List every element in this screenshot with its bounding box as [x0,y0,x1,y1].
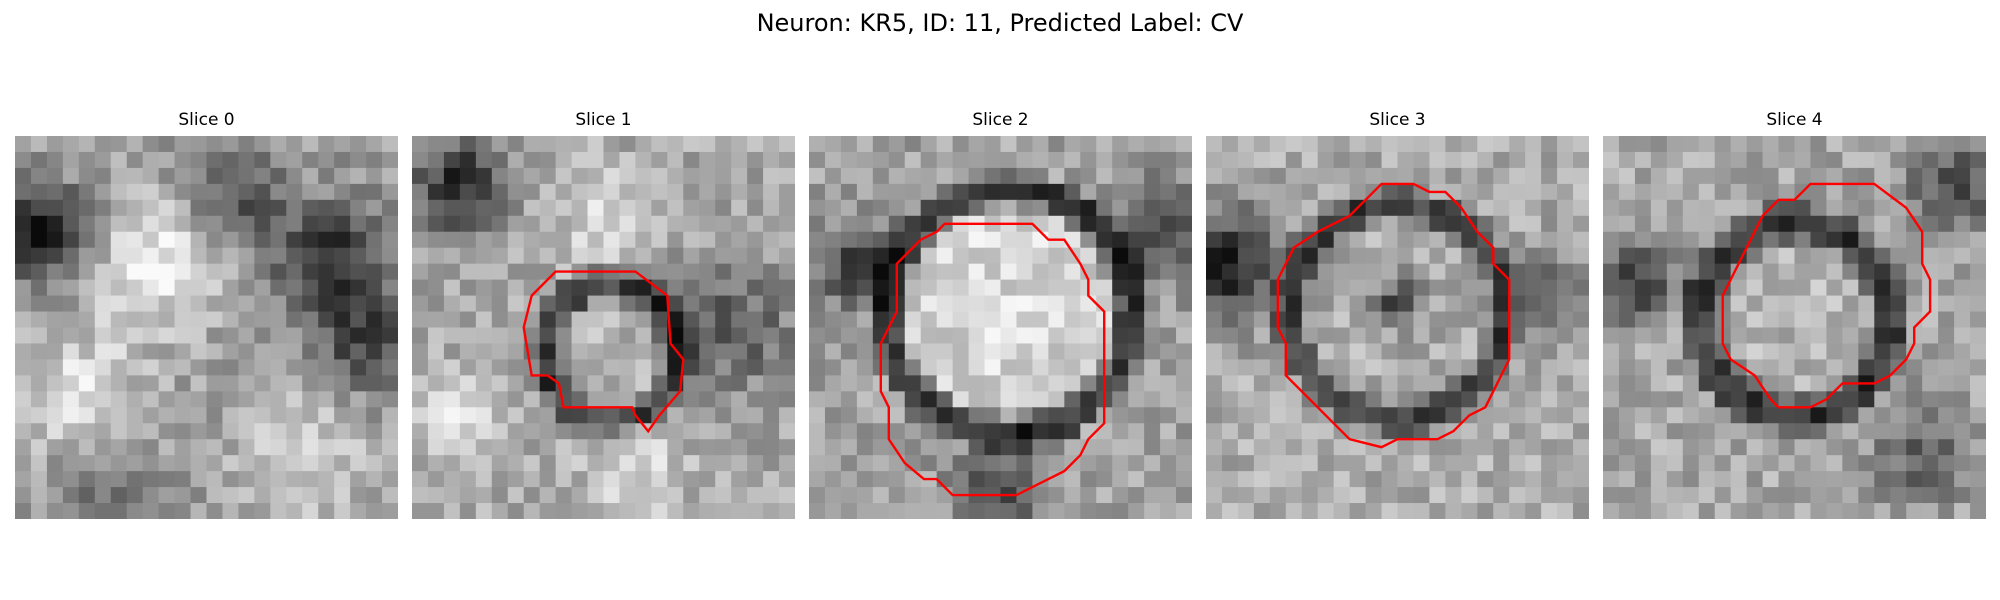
slice-pixels-0 [15,136,398,519]
slice-pixels-1 [412,136,795,519]
slice-image-1 [412,136,795,519]
slice-panel-2: Slice 2 [809,108,1192,519]
slice-title-3: Slice 3 [1369,110,1426,130]
slice-panel-0: Slice 0 [15,108,398,519]
segmentation-outline-4 [1721,182,1932,409]
slice-title-0: Slice 0 [178,110,235,130]
slice-pixels-4 [1603,136,1986,519]
slice-image-2 [809,136,1192,519]
slice-panel-1: Slice 1 [412,108,795,519]
slice-pixels-2 [809,136,1192,519]
slice-pixels-3 [1206,136,1589,519]
slice-image-0 [15,136,398,519]
slice-panel-3: Slice 3 [1206,108,1589,519]
slice-title-1: Slice 1 [575,110,632,130]
slice-title-2: Slice 2 [972,110,1029,130]
segmentation-outline-3 [1276,182,1511,449]
slice-panel-4: Slice 4 [1603,108,1986,519]
slice-title-4: Slice 4 [1766,110,1823,130]
slice-image-3 [1206,136,1589,519]
figure-title: Neuron: KR5, ID: 11, Predicted Label: CV [756,9,1244,37]
segmentation-outline-2 [879,222,1106,497]
segmentation-outline-1 [522,270,685,434]
slice-image-4 [1603,136,1986,519]
